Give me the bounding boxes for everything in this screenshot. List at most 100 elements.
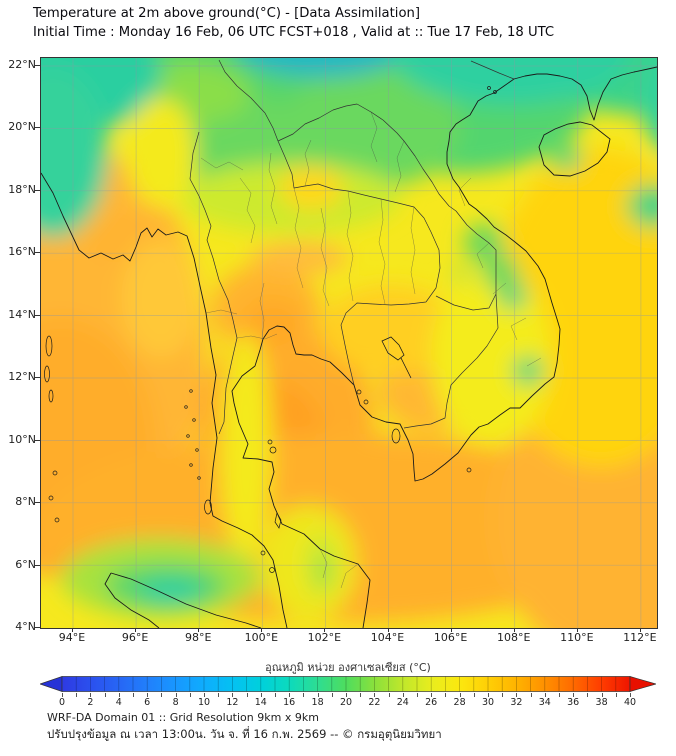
- colorbar-left-arrow: [40, 676, 63, 692]
- colorbar-tick-mark: [530, 693, 532, 697]
- lat-tick-mark: [35, 564, 40, 566]
- lon-tick-mark: [639, 628, 641, 632]
- colorbar-tick-label: 38: [595, 697, 608, 708]
- lon-tick-mark: [387, 628, 389, 632]
- lon-tick-label: 112°E: [623, 631, 657, 644]
- colorbar-tick-mark: [516, 693, 518, 697]
- temperature-field-svg: [41, 58, 657, 628]
- colorbar-tick-mark: [289, 693, 291, 697]
- colorbar-tick-mark: [331, 693, 333, 697]
- colorbar-tick-labels: 0 2 4 6 8 10 12 14 16 18 20 22 24 26 28 30 32 34 36 38 40: [40, 697, 656, 709]
- lon-tick-mark: [198, 628, 200, 632]
- lat-tick-mark: [35, 314, 40, 316]
- colorbar-tick-mark: [147, 693, 149, 697]
- lat-tick-mark: [35, 627, 40, 629]
- footer-domain-info: WRF-DA Domain 01 :: Grid Resolution 9km …: [47, 711, 319, 724]
- lon-tick-label: 110°E: [560, 631, 594, 644]
- lat-tick-label: 6°N: [15, 557, 36, 571]
- colorbar-tick-mark: [445, 693, 447, 697]
- colorbar-tick-label: 36: [567, 697, 580, 708]
- colorbar-tick-mark: [502, 693, 504, 697]
- lat-tick-mark: [35, 377, 40, 379]
- colorbar-tick-label: 26: [425, 697, 438, 708]
- lat-tick-mark: [35, 127, 40, 129]
- lon-tick-label: 102°E: [307, 631, 342, 644]
- colorbar-tick-mark: [459, 693, 461, 697]
- lon-tick-label: 94°E: [58, 631, 86, 644]
- colorbar-tick-mark: [76, 693, 78, 697]
- colorbar-tick-label: 14: [254, 697, 267, 708]
- lat-tick-label: 14°N: [8, 307, 36, 321]
- colorbar-tick-label: 0: [58, 697, 66, 708]
- colorbar-tick-mark: [601, 693, 603, 697]
- colorbar-tick-mark: [189, 693, 191, 697]
- lon-tick-label: 98°E: [184, 631, 212, 644]
- colorbar-tick-mark: [587, 693, 589, 697]
- colorbar-tick-label: 40: [623, 697, 637, 708]
- lon-tick-mark: [513, 628, 515, 632]
- colorbar-tick-label: 16: [283, 697, 296, 708]
- colorbar-tick-mark: [573, 693, 575, 697]
- page-title: Temperature at 2m above ground(°C) - [Da…: [33, 6, 421, 21]
- lat-tick-label: 12°N: [8, 370, 36, 384]
- colorbar-tick-mark: [374, 693, 376, 697]
- colorbar-right-arrow: [629, 676, 656, 692]
- colorbar-tick-label: 6: [144, 697, 151, 708]
- colorbar-tick-mark: [544, 693, 546, 697]
- colorbar-tick-mark: [104, 693, 106, 697]
- graticule-lines: [41, 58, 657, 628]
- colorbar-tick-mark: [417, 693, 418, 697]
- colorbar-tick-label: 4: [115, 697, 122, 708]
- colorbar-tick-label: 24: [396, 697, 409, 708]
- colorbar-tick-mark: [346, 693, 347, 697]
- colorbar-ticks: [40, 693, 656, 697]
- colorbar-tick-mark: [431, 693, 433, 697]
- province-borders: [200, 111, 542, 589]
- coastline-mainland: [41, 66, 657, 628]
- colorbar-tick-mark: [488, 693, 489, 697]
- lon-tick-label: 106°E: [433, 631, 468, 644]
- lon-tick-mark: [135, 628, 137, 632]
- lat-tick-label: 8°N: [15, 495, 36, 509]
- lat-tick-mark: [35, 189, 40, 191]
- colorbar-label: อุณหภูมิ หน่วย องศาเซลเซียส (°C): [265, 661, 431, 674]
- colorbar-tick-mark: [246, 693, 248, 697]
- lon-tick-label: 104°E: [370, 631, 405, 644]
- footer-update-info: ปรับปรุงข้อมูล ณ เวลา 13:00น. วัน จ. ที่…: [47, 727, 442, 741]
- colorbar-tick-label: 34: [538, 697, 551, 708]
- colorbar-tick-label: 12: [226, 697, 239, 708]
- colorbar-tick-label: 22: [368, 697, 381, 708]
- colorbar-tick-label: 18: [311, 697, 324, 708]
- colorbar-tick-mark: [62, 693, 63, 697]
- colorbar-tick-mark: [133, 693, 134, 697]
- colorbar-tick-mark: [360, 693, 362, 697]
- small-islands: [44, 86, 497, 573]
- lat-tick-label: 18°N: [8, 182, 36, 196]
- lat-tick-label: 10°N: [8, 432, 36, 446]
- lat-tick-label: 22°N: [8, 58, 36, 71]
- lon-tick-mark: [324, 628, 326, 632]
- colorbar-tick-mark: [275, 693, 276, 697]
- colorbar-tick-mark: [559, 693, 560, 697]
- temperature-map: [40, 57, 658, 629]
- colorbar-tick-mark: [218, 693, 220, 697]
- colorbar-tick-label: 30: [481, 697, 495, 708]
- colorbar-tick-mark: [118, 693, 120, 697]
- colorbar-tick-label: 10: [197, 697, 211, 708]
- lon-tick-mark: [576, 628, 578, 632]
- colorbar-cell-separators: [75, 676, 617, 692]
- colorbar-tick-label: 8: [172, 697, 179, 708]
- colorbar-tick-mark: [303, 693, 305, 697]
- colorbar-tick-mark: [232, 693, 234, 697]
- lon-tick-mark: [450, 628, 452, 632]
- lat-tick-label: 16°N: [8, 245, 36, 259]
- lon-tick-label: 100°E: [244, 631, 279, 644]
- lat-tick-mark: [35, 65, 40, 66]
- country-borders: [189, 59, 515, 435]
- temperature-blobs: [41, 58, 657, 628]
- lon-tick-label: 96°E: [121, 631, 149, 644]
- colorbar-tick-mark: [630, 693, 631, 697]
- colorbar-tick-label: 32: [510, 697, 523, 708]
- colorbar-tick-mark: [161, 693, 163, 697]
